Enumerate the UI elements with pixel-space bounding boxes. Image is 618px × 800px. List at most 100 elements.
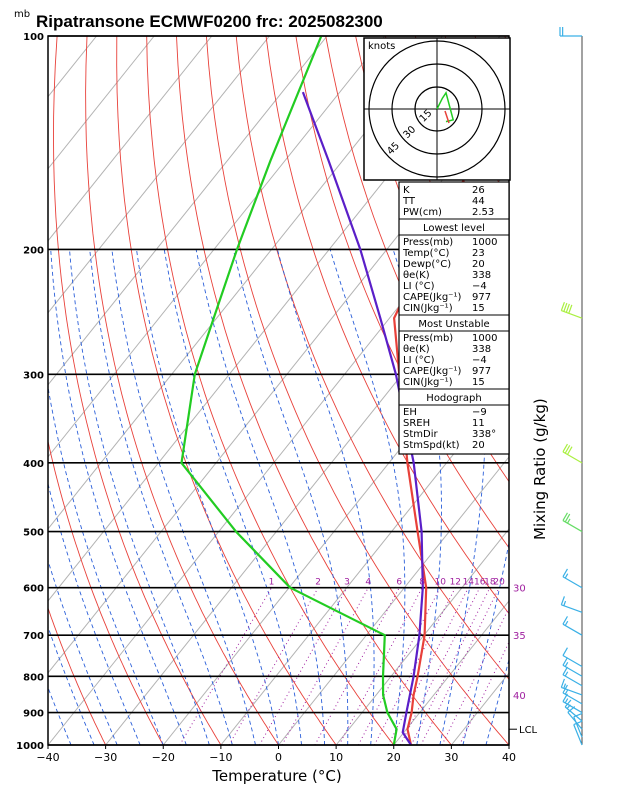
dry-adiabat	[48, 606, 107, 745]
wind-barb-flag	[560, 301, 565, 311]
dewpoint-line	[180, 36, 398, 745]
indices-background	[399, 182, 509, 454]
lowest-level-label: CAPE(Jkg⁻¹)	[403, 292, 461, 303]
parcel-line	[301, 91, 424, 745]
wind-barb-flag	[562, 512, 568, 521]
wind-barb-shaft	[567, 711, 583, 730]
mixing-ratio-line	[357, 587, 441, 745]
x-tick-label: 30	[444, 751, 458, 764]
wind-barb-shaft	[561, 604, 583, 613]
mixing-ratio-line	[338, 587, 423, 745]
y-tick-label: 800	[23, 672, 44, 683]
x-tick-label: −30	[94, 751, 117, 764]
y-tick-label: 100	[23, 32, 44, 43]
hodograph-index-value: 11	[472, 418, 485, 429]
dry-adiabat	[235, 36, 509, 680]
y-tick-label: 600	[23, 584, 44, 595]
most-unstable-label: CAPE(Jkg⁻¹)	[403, 366, 461, 377]
wind-barb-shaft	[561, 686, 583, 696]
mixing-ratio-label: 20	[493, 578, 505, 588]
wind-barb-flag	[567, 518, 571, 524]
isotherm	[48, 36, 155, 170]
wind-barb-flag	[564, 689, 569, 695]
index-top-label: PW(cm)	[403, 207, 442, 218]
index-top-label: K	[403, 185, 410, 196]
isotherm	[278, 456, 509, 745]
moist-adiabat	[439, 249, 487, 745]
wind-barb-flag	[564, 445, 571, 454]
wind-barb-shaft	[562, 701, 583, 714]
wind-barb-shaft	[561, 310, 583, 319]
most-unstable-value: 15	[472, 377, 485, 388]
most-unstable-value: 338	[472, 344, 491, 355]
hodograph-index-label: SREH	[403, 418, 430, 429]
mixing-ratio-line	[228, 587, 319, 745]
mixing-ratio-label: 6	[396, 578, 402, 588]
dry-adiabat	[48, 439, 164, 745]
wind-barb-flag	[563, 302, 568, 312]
wind-barb-flag	[562, 568, 568, 578]
y-axis-label: Mixing Ratio (g/kg)	[531, 398, 549, 540]
hodograph-unit-label: knots	[368, 41, 395, 52]
wind-barb-flag	[562, 666, 568, 676]
mixing-ratio-label: 18	[484, 578, 496, 588]
lowest-level-label: LI (°C)	[403, 281, 435, 292]
lcl-label: LCL	[519, 725, 538, 736]
dry-adiabat	[85, 36, 280, 745]
wind-barb-flag	[564, 671, 569, 677]
y-tick-label: 1000	[16, 741, 44, 752]
most-unstable-label: θe(K)	[403, 344, 430, 355]
wind-barb-shaft	[562, 674, 583, 687]
theta-labels: 30 35 40	[513, 584, 526, 702]
index-top-value: 44	[472, 196, 485, 207]
wind-barb-shaft	[573, 724, 583, 746]
mixing-ratio-line	[441, 606, 509, 745]
mixing-ratio-label: 3	[344, 578, 350, 588]
dry-adiabat	[146, 36, 395, 745]
wind-barb-flag	[562, 616, 568, 625]
wind-barb-flag	[560, 678, 565, 688]
wind-barb-shaft	[562, 654, 583, 668]
y-tick-label: 500	[23, 528, 44, 539]
lowest-level-value: −4	[472, 281, 487, 292]
lowest-level-label: θe(K)	[403, 270, 430, 281]
hodograph-index-value: −9	[472, 407, 487, 418]
lcl-marker: LCL	[509, 725, 538, 736]
isotherm	[48, 36, 270, 314]
wind-barb-flag	[562, 647, 568, 656]
temperature-axis: −40 −30 −20 −10 0 10 20 30 40	[36, 745, 516, 764]
mixing-ratio-label: 10	[434, 578, 446, 588]
y-tick-label: 200	[23, 245, 44, 256]
mixing-ratio-label: 4	[365, 578, 371, 588]
most-unstable-label: CIN(Jkg⁻¹)	[403, 377, 453, 388]
isotherm	[105, 239, 509, 745]
moist-adiabat	[485, 658, 509, 745]
wind-barb-shaft	[562, 576, 583, 589]
wind-barb-shaft	[562, 664, 583, 677]
hodograph-trace	[436, 91, 455, 123]
theta-label: 30	[513, 584, 526, 595]
hodograph-ring	[414, 86, 460, 132]
lowest-level-value: 23	[472, 248, 485, 259]
index-top-value: 26	[472, 185, 485, 196]
pressure-unit-label: mb	[14, 9, 30, 20]
lowest-level-label: CIN(Jkg⁻¹)	[403, 303, 453, 314]
wind-barb-flag	[565, 303, 570, 313]
isotherm	[48, 36, 443, 530]
wind-barb-flag	[573, 720, 583, 726]
mixing-ratio-line	[399, 587, 481, 745]
mixing-ratio-label: 8	[419, 578, 425, 588]
y-tick-label: 700	[23, 631, 44, 642]
moist-adiabat	[89, 249, 233, 745]
index-top-value: 2.53	[472, 207, 494, 218]
moist-adiabat	[392, 249, 442, 745]
dry-adiabat	[48, 743, 49, 745]
wind-barb-flag	[562, 443, 568, 453]
hodograph-index-value: 20	[472, 440, 485, 451]
x-tick-label: 0	[275, 751, 282, 764]
wind-barb-flag	[564, 699, 572, 708]
most-unstable-value: −4	[472, 355, 487, 366]
